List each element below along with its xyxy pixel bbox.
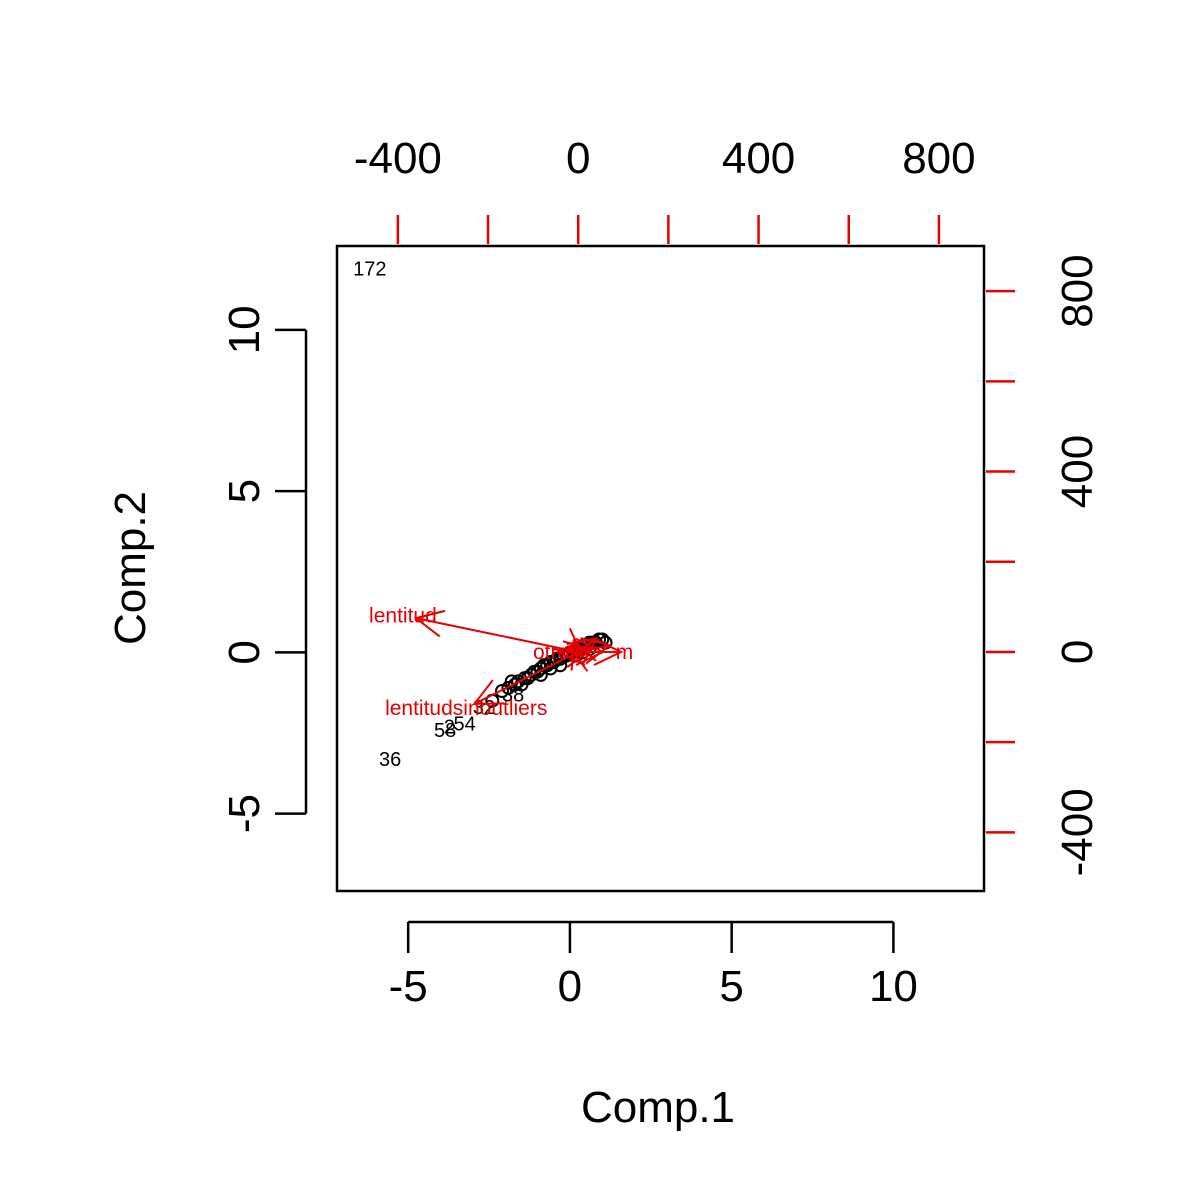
observation-label: 38 (502, 684, 524, 706)
observation-label: 172 (353, 259, 386, 281)
comp2-axis: -5 0 5 10 (220, 305, 308, 833)
y-axis-title: Comp.2 (106, 491, 155, 645)
loading-arrow (415, 617, 579, 653)
comp1-tick-label: -5 (389, 962, 428, 1011)
loading-label: lentitud (369, 604, 437, 627)
observation-label: 54 (453, 713, 475, 735)
loading-label: m (616, 641, 634, 664)
comp2-tick-label: -5 (220, 794, 269, 833)
comp1-tick-label: 5 (719, 962, 743, 1011)
comp2-tick-label: 10 (220, 305, 269, 354)
comp1-tick-label: 0 (558, 962, 582, 1011)
loading-x-tick-label: 0 (566, 134, 590, 183)
loading-x-tick-label: 400 (722, 134, 795, 183)
data-point (501, 680, 516, 695)
data-point (533, 667, 548, 682)
data-point (507, 677, 522, 692)
loading-x-tick-label: -400 (354, 134, 442, 183)
loading-arrow (577, 637, 597, 653)
comp2-tick-label: 0 (220, 640, 269, 664)
loading-y-tick-label: -400 (1053, 788, 1102, 876)
comp2-tick-label: 5 (220, 479, 269, 503)
observation-label: 2 (444, 717, 455, 739)
plot-frame (335, 244, 986, 893)
data-point (524, 667, 539, 682)
data-point (514, 677, 529, 692)
loading-label: lentitudsinoutliers (385, 697, 547, 720)
loading-y-tick-label: 800 (1053, 254, 1102, 327)
loading-arrow-head (570, 638, 597, 671)
observation-label: 36 (379, 749, 401, 771)
data-point (511, 674, 526, 689)
x-axis-title: Comp.1 (581, 1083, 735, 1132)
loading-x-axis: -400 0 400 800 (354, 134, 976, 244)
loading-y-axis: -400 0 400 800 (986, 254, 1102, 876)
loading-y-tick-label: 400 (1053, 435, 1102, 508)
loading-y-tick-label: 0 (1053, 640, 1102, 664)
loading-arrow (474, 651, 579, 705)
data-point (553, 658, 568, 673)
loading-arrow-head (593, 637, 624, 666)
observation-label: 58 (434, 720, 456, 742)
loading-arrow-head (472, 679, 505, 705)
data-point (494, 684, 509, 699)
loading-arrow-head (413, 609, 446, 638)
comp1-tick-label: 10 (869, 962, 918, 1011)
comp1-axis: -5 0 5 10 (389, 920, 918, 1011)
loading-x-tick-label: 800 (902, 134, 975, 183)
